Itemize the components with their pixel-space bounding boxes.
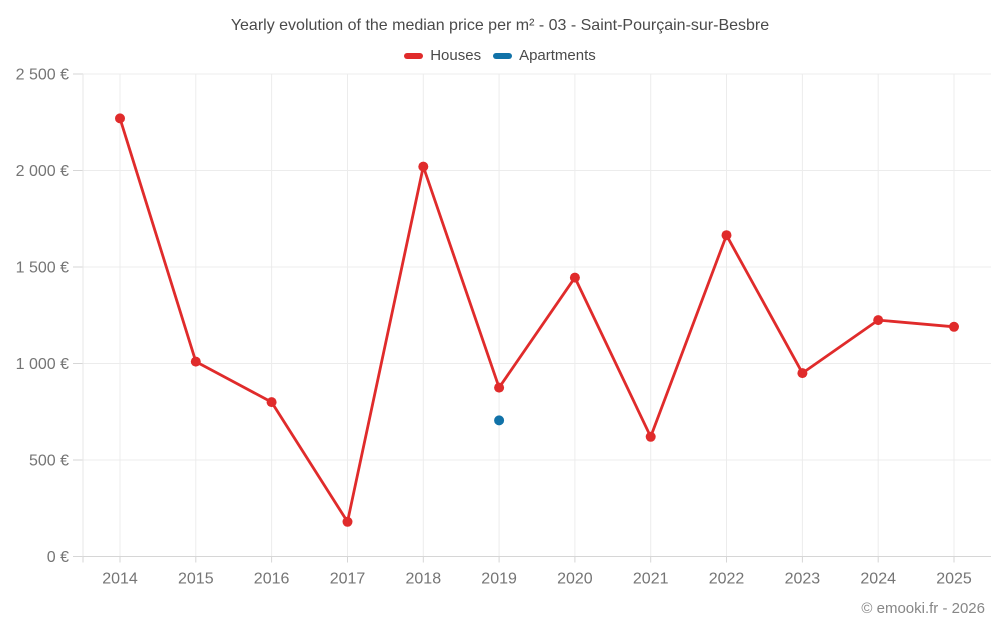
chart-title: Yearly evolution of the median price per…	[230, 17, 770, 34]
apartments-series-swatch-icon	[493, 52, 513, 59]
series-line-houses	[118, 117, 956, 524]
y-tick-label: 2 500 €	[16, 67, 69, 84]
data-point-houses-2023	[797, 368, 808, 379]
data-point-houses-2024	[873, 315, 884, 326]
x-tick-label: 2023	[785, 571, 821, 588]
y-tick-label: 2 000 €	[16, 163, 69, 180]
data-point-houses-2018	[418, 161, 429, 172]
legend-label-houses: Houses	[430, 47, 482, 64]
data-point-houses-2017	[342, 516, 353, 527]
data-point-apartments-2019	[494, 415, 505, 426]
x-tick-label: 2016	[254, 571, 290, 588]
data-point-houses-2014	[115, 113, 125, 124]
x-tick-label: 2017	[330, 571, 366, 588]
y-tick-label: 0 €	[47, 549, 69, 566]
x-tick-label: 2022	[709, 571, 745, 588]
x-tick-label: 2014	[102, 571, 138, 588]
data-point-houses-2021	[645, 431, 656, 442]
legend-item-apartments[interactable]: Apartments	[493, 47, 596, 64]
x-tick-label: 2025	[936, 571, 972, 588]
x-tick-label: 2020	[557, 571, 593, 588]
x-tick-label: 2019	[481, 571, 517, 588]
y-tick-label: 1 500 €	[16, 260, 69, 277]
chart-legend: Houses Apartments	[0, 47, 1000, 64]
houses-series-swatch-icon	[404, 52, 424, 59]
x-tick-label: 2021	[633, 571, 669, 588]
data-point-houses-2025	[949, 321, 959, 332]
data-point-houses-2020	[569, 272, 580, 283]
y-tick-label: 500 €	[29, 453, 69, 470]
x-tick-label: 2024	[860, 571, 896, 588]
data-point-houses-2022	[721, 230, 732, 241]
y-tick-label: 1 000 €	[16, 356, 69, 373]
data-point-houses-2016	[266, 397, 277, 408]
x-tick-label: 2018	[406, 571, 442, 588]
copyright-text: © emooki.fr - 2026	[861, 600, 985, 617]
data-point-houses-2015	[190, 356, 201, 367]
legend-item-houses[interactable]: Houses	[404, 47, 481, 64]
legend-label-apartments: Apartments	[519, 47, 596, 64]
x-tick-label: 2015	[178, 571, 214, 588]
data-point-houses-2019	[494, 382, 505, 393]
